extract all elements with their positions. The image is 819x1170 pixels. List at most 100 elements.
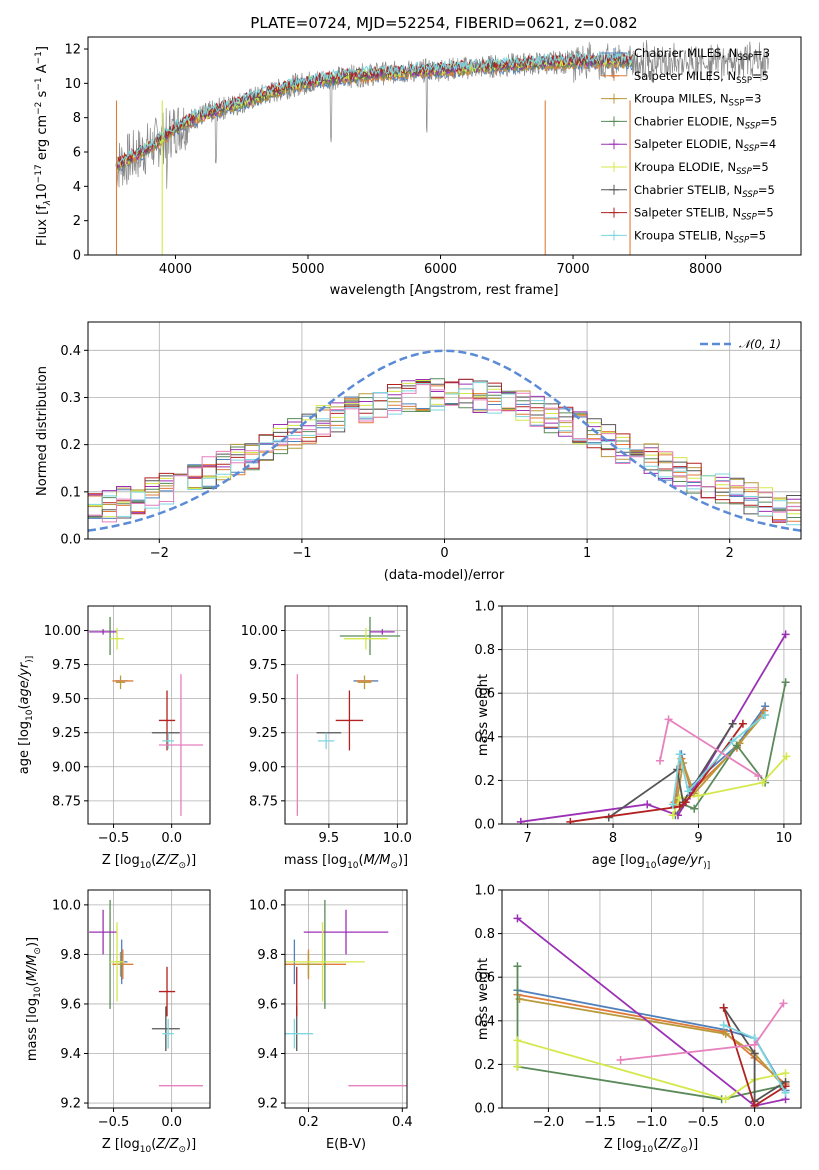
weight-marker: [513, 962, 522, 971]
y-axis-label: age [log10(age/yr)]: [17, 656, 35, 774]
y-tick-label: 0.6: [474, 687, 495, 702]
y-tick-label: 9.50: [249, 692, 278, 707]
y-tick-label: 9.25: [52, 726, 81, 741]
panel-mass-weight-vs-age: 7 8 9 10 0.0 0.2 0.4 0.6 0.8 1.0 age [log10(age/yr…: [474, 600, 802, 871]
y-tick-label: 9.75: [52, 658, 81, 673]
x-axis-label: Z [log10(Z/Z⊙)]: [102, 1137, 196, 1155]
figure-title: PLATE=0724, MJD=52254, FIBERID=0621, z=0…: [250, 14, 637, 32]
y-tick-label: 9.2: [257, 1097, 278, 1112]
x-tick-label: 4000: [159, 262, 192, 277]
x-tick-label: −1.0: [636, 1115, 668, 1130]
weight-marker: [738, 719, 747, 728]
x-tick-label: 10.0: [383, 831, 412, 846]
panel-mass-vs-ebv: 0.2 0.4 9.2 9.4 9.6 9.8 10.0 E(B-V): [249, 889, 413, 1152]
weight-marker: [781, 678, 790, 687]
panel-residual-histogram: −2 −1 0 1 2 0.0 0.1 0.2 0.3 0.4 𝒩(0, 1) (data-model…: [35, 321, 802, 583]
weight-marker: [779, 999, 788, 1008]
axes-frame: 4000 5000 6000 7000 8000 0 2 4 6 8 10 12: [64, 36, 802, 277]
x-tick-label: −0.5: [687, 1115, 719, 1130]
spectrum-legend: Chabrier MILES, NSSP=3 Salpeter MILES, NS…: [601, 46, 777, 245]
weight-marker: [728, 719, 737, 728]
plot-area: [296, 616, 401, 816]
y-tick-label: 8: [73, 111, 81, 126]
axes-frame: 7 8 9 10 0.0 0.2 0.4 0.6 0.8 1.0: [474, 600, 802, 846]
axes-frame: −0.5 0.0 9.2 9.4 9.6 9.8 10.0: [52, 889, 211, 1130]
y-tick-label: 9.4: [257, 1047, 278, 1062]
y-tick-label: 9.75: [249, 658, 278, 673]
x-axis-label: wavelength [Angstrom, rest frame]: [330, 283, 559, 298]
y-tick-label: 0.0: [60, 533, 81, 548]
model-spectrum-line: [116, 51, 633, 166]
axes-border: [501, 605, 802, 825]
y-tick-label: 0.1: [60, 485, 81, 500]
axes-border: [87, 36, 802, 256]
panel-age-vs-metallicity: −0.5 0.0 8.75 9.00 9.25 9.50 9.75 10.00 Z [log10…: [17, 605, 211, 871]
y-tick-label: 10.00: [241, 624, 278, 639]
normal-curve: [88, 349, 801, 532]
weight-marker: [668, 800, 677, 809]
weight-marker: [513, 1062, 522, 1071]
y-tick-label: 2: [73, 214, 81, 229]
weight-marker: [616, 1056, 625, 1065]
weight-marker: [782, 752, 791, 761]
y-tick-label: 0.4: [474, 730, 495, 745]
x-axis-label: age [log10(age/yr)]: [592, 853, 710, 871]
plot-area: [513, 914, 790, 1108]
weight-marker: [781, 630, 790, 639]
x-tick-label: −0.5: [98, 831, 130, 846]
weight-line: [520, 633, 787, 823]
axes-border: [87, 605, 211, 825]
y-tick-label: 1.0: [474, 884, 495, 899]
weight-line: [519, 998, 785, 1087]
y-tick-label: 0.0: [474, 818, 495, 833]
weight-marker: [750, 1040, 759, 1049]
weight-marker: [732, 741, 741, 750]
y-tick-label: 9.2: [60, 1097, 81, 1112]
y-tick-label: 10.0: [52, 898, 81, 913]
weight-marker: [719, 1003, 728, 1012]
x-axis-label: Z [log10(Z/Z⊙)]: [604, 1137, 698, 1155]
weight-marker: [513, 1036, 522, 1045]
plot-area: [88, 349, 801, 532]
histogram-step: [88, 384, 801, 523]
legend-entry: Kroupa MILES, NSSP=3: [634, 92, 761, 109]
axes-frame: 0.2 0.4 9.2 9.4 9.6 9.8 10.0: [249, 889, 413, 1130]
y-tick-label: 0.4: [474, 1014, 495, 1029]
y-tick-label: 9.00: [249, 760, 278, 775]
weight-marker: [690, 804, 699, 813]
legend-entry: Kroupa STELIB, NSSP=5: [634, 228, 766, 245]
y-tick-label: 0.4: [60, 344, 81, 359]
x-tick-label: 0.4: [392, 1115, 413, 1130]
x-tick-label: −1.5: [584, 1115, 616, 1130]
weight-marker: [754, 772, 763, 781]
plot-area: [89, 899, 204, 1087]
y-tick-label: 10: [64, 77, 81, 92]
axes-border: [284, 605, 408, 825]
weight-marker: [643, 800, 652, 809]
y-tick-label: 0.8: [474, 927, 495, 942]
legend-entry: Chabrier STELIB, NSSP=5: [634, 183, 775, 200]
axes-frame: −0.5 0.0 8.75 9.00 9.25 9.50 9.75 10.00: [44, 605, 211, 846]
y-tick-label: 9.8: [60, 948, 81, 963]
y-tick-label: 0.2: [60, 438, 81, 453]
x-tick-label: 2: [726, 546, 734, 561]
y-tick-label: 0: [73, 249, 81, 264]
legend-entry: Salpeter MILES, NSSP=5: [634, 69, 769, 86]
plot-area: [516, 630, 791, 824]
y-tick-label: 8.75: [249, 794, 278, 809]
plot-area: [285, 899, 407, 1087]
x-tick-label: 8: [609, 831, 617, 846]
y-tick-label: 0.0: [474, 1102, 495, 1117]
y-tick-label: 6: [73, 146, 81, 161]
y-tick-label: 1.0: [474, 600, 495, 615]
weight-marker: [675, 802, 684, 811]
legend-entry: Chabrier ELODIE, NSSP=5: [634, 114, 777, 131]
legend-entry: 𝒩(0, 1): [739, 337, 781, 351]
y-tick-label: 0.2: [474, 1058, 495, 1073]
weight-marker: [761, 702, 770, 711]
axes-frame: −2.0 −1.5 −1.0 −0.5 0.0 0.0 0.2 0.4 0.6 0.8 1.0: [474, 884, 802, 1130]
weight-marker: [656, 756, 665, 765]
plot-area: [115, 39, 770, 255]
weight-marker: [668, 811, 677, 820]
y-tick-label: 9.25: [249, 726, 278, 741]
